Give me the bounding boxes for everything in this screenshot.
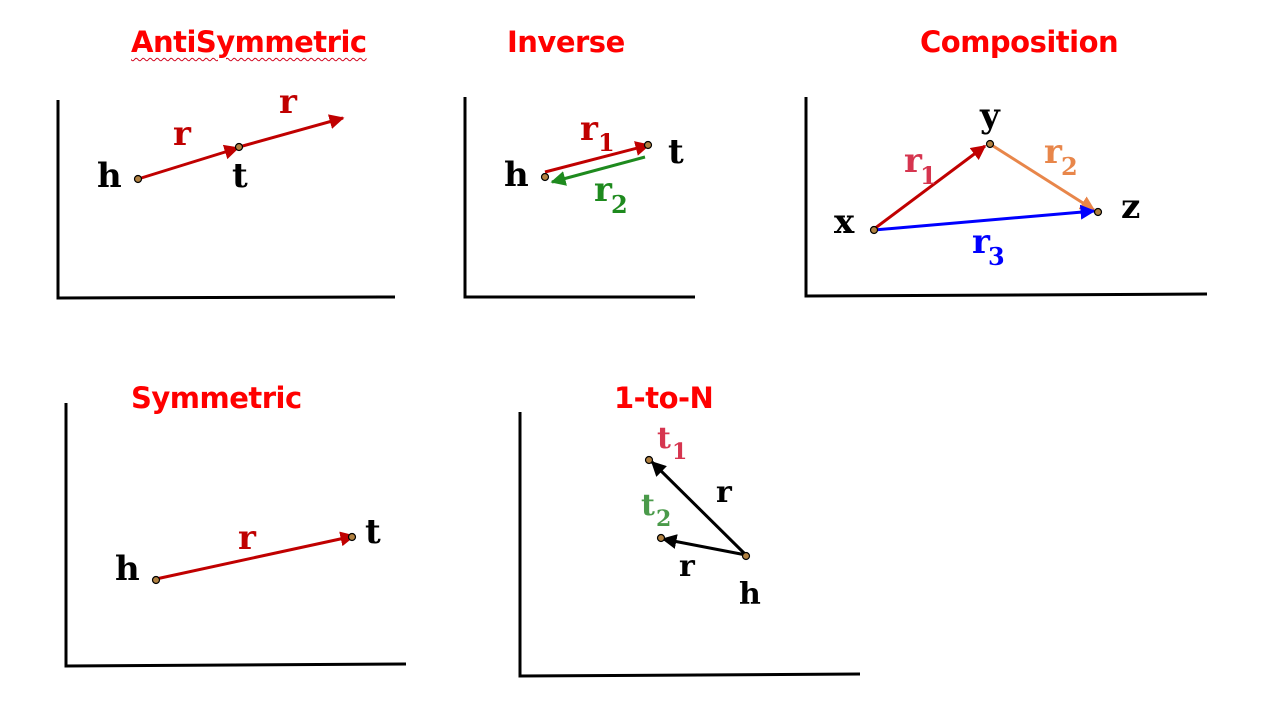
panel-inverse: h t r 1 r 2 (463, 97, 695, 299)
relation-label: r (594, 170, 613, 210)
title-antisymmetric: AntiSymmetric (131, 25, 367, 59)
tail-label: t (657, 421, 671, 456)
entity-node (656, 533, 666, 543)
relation-label: r (904, 141, 923, 181)
panel-composition: x y z r 1 r 2 r 3 (804, 96, 1208, 298)
tail-label: t (232, 156, 248, 196)
composed-relation-arrow (873, 204, 1096, 232)
node-label: y (979, 96, 1001, 136)
entity-node (1093, 207, 1103, 217)
tail-subscript: 2 (656, 506, 671, 532)
title-one-to-n: 1-to-N (614, 381, 714, 415)
node-label: x (834, 202, 855, 242)
relation-label: r (279, 82, 298, 122)
relation-label: r (173, 114, 192, 154)
tail-label: t (668, 132, 684, 172)
relation-subscript: 2 (1061, 152, 1078, 181)
entity-node (644, 455, 654, 465)
entity-node (540, 172, 550, 182)
entity-node (151, 575, 161, 585)
axes (804, 97, 1208, 298)
relation-subscript: 3 (988, 242, 1005, 271)
tail-label: t (365, 512, 381, 552)
relation-label: r (580, 109, 599, 149)
relation-subscript: 1 (920, 161, 937, 190)
node-label: z (1121, 187, 1140, 227)
panel-one-to-n: t 1 t 2 r r h (518, 412, 861, 678)
axes (518, 412, 861, 678)
head-label: h (504, 155, 529, 195)
relation-label: r (972, 222, 991, 262)
relation-label: r (716, 475, 733, 510)
entity-node (869, 225, 879, 235)
entity-node (234, 142, 244, 152)
title-composition: Composition (920, 25, 1119, 59)
relation-arrow (873, 144, 987, 231)
head-label: h (97, 156, 122, 196)
relation-arrow (544, 141, 651, 174)
relation-arrow (238, 114, 345, 149)
entity-node (347, 532, 357, 542)
relation-label: r (238, 518, 257, 558)
head-label: h (739, 577, 761, 612)
title-inverse: Inverse (507, 25, 625, 59)
relation-subscript: 1 (598, 128, 615, 157)
panel-symmetric: h t r (64, 403, 407, 668)
panel-antisymmetric: h t r r (56, 82, 396, 300)
entity-node (985, 139, 995, 149)
relation-arrow (155, 531, 356, 581)
axes (463, 97, 695, 299)
relation-arrow (661, 534, 747, 557)
inverse-relation-arrow (550, 155, 646, 186)
relation-label: r (1044, 132, 1063, 172)
relation-label: r (679, 549, 696, 584)
relation-subscript: 2 (611, 190, 628, 219)
title-symmetric: Symmetric (131, 381, 302, 415)
entity-node (133, 174, 143, 184)
axes (64, 403, 407, 668)
entity-node (643, 140, 653, 150)
relation-arrow (650, 460, 748, 557)
head-label: h (115, 549, 140, 589)
relation-arrow (137, 144, 240, 181)
axes (56, 100, 396, 300)
relation-arrow (989, 142, 1096, 212)
tail-subscript: 1 (672, 439, 687, 465)
tail-label: t (641, 488, 655, 523)
entity-node (741, 551, 751, 561)
